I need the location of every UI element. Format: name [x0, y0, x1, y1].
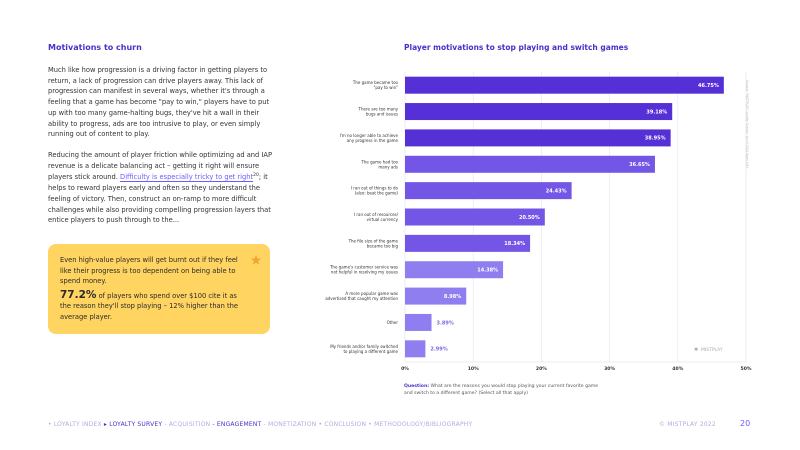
category-label: There are too many bugs and issues: [358, 107, 399, 117]
paragraph-intro: Much like how progression is a driving f…: [48, 66, 270, 139]
footer-nav-engagement[interactable]: - ENGAGEMENT: [212, 421, 262, 428]
footer-nav-monetization[interactable]: - MONETIZATION: [263, 421, 317, 428]
category-label: I ran out of resources/virtual currency: [354, 212, 399, 222]
bar-value-label: 39.18%: [646, 109, 667, 115]
callout-stat: 77.2% of players who spend over $100 cit…: [60, 288, 240, 323]
bar: [405, 340, 426, 358]
category-label: The game became too "pay to win": [352, 80, 399, 90]
bar: [405, 155, 655, 173]
bar: [405, 103, 673, 121]
category-label: I ran out of things to do (also: beat the…: [351, 186, 399, 196]
bar: [405, 287, 467, 305]
category-label: The game's customer service was not helpf…: [329, 265, 398, 275]
footer-nav: • LOYALTY INDEX ▸ LOYALTY SURVEY - ACQUI…: [48, 421, 472, 428]
bar: [405, 129, 671, 147]
source-note: Source: 'MISTPLAY Loyalty Survey' (n=3,5…: [745, 80, 749, 169]
star-icon: [251, 255, 261, 265]
category-label: Other: [387, 320, 399, 325]
question-label: Question:: [404, 384, 430, 389]
bar-value-label: 36.65%: [629, 162, 650, 168]
category-label: A more popular game was advertised that c…: [325, 291, 398, 301]
bar: [405, 261, 504, 279]
difficulty-link[interactable]: Difficulty is especially tricky to get r…: [120, 173, 254, 182]
footnote-ref: 20: [253, 173, 259, 179]
bar: [405, 234, 531, 252]
survey-question: Question: What are the reasons you would…: [404, 384, 604, 397]
page-number: 20: [740, 419, 751, 428]
mistplay-watermark: ✱ MISTPLAY: [694, 347, 723, 353]
bar-value-label: 8.98%: [444, 294, 461, 300]
bar: [405, 208, 545, 226]
bar: [405, 76, 724, 94]
chart-title: Player motivations to stop playing and s…: [404, 43, 629, 52]
footer-nav-loyalty-survey[interactable]: ▸ LOYALTY SURVEY: [103, 421, 163, 428]
bar-value-label: 46.75%: [698, 83, 719, 89]
x-tick-label: 10%: [468, 366, 479, 372]
x-tick-label: 50%: [741, 366, 752, 372]
footer-nav-loyalty-index[interactable]: • LOYALTY INDEX: [48, 421, 102, 428]
section-heading: Motivations to churn: [48, 43, 142, 52]
paragraph-friction-text-1: Reducing the amount of player friction w…: [48, 151, 272, 182]
bar-value-label: 14.38%: [477, 268, 498, 274]
paragraph-friction: Reducing the amount of player friction w…: [48, 150, 276, 226]
callout-box: Even high-value players will get burnt o…: [48, 244, 270, 334]
paragraph-friction-text-2: ; it helps to reward players early and o…: [48, 173, 271, 225]
x-tick-label: 40%: [672, 366, 683, 372]
callout-stat-text: of players who spend over $100 cite it a…: [60, 291, 238, 321]
x-tick-label: 0%: [401, 366, 409, 372]
watermark-logo-glyph: ✱: [694, 347, 699, 353]
bar-value-label: 38.95%: [645, 136, 666, 142]
bar: [405, 313, 432, 331]
copyright: © MISTPLAY 2022: [659, 421, 716, 428]
watermark-text: MISTPLAY: [701, 347, 723, 353]
bar: [405, 182, 572, 200]
bar-value-label: 18.34%: [504, 241, 525, 247]
footer-nav-acquisition[interactable]: - ACQUISITION: [164, 421, 211, 428]
bar-value-label: 24.43%: [546, 188, 567, 194]
category-label: My friends and/or family switched to play…: [330, 344, 398, 354]
bar-value-label: 20.50%: [519, 215, 540, 221]
callout-text: Even high-value players will get burnt o…: [60, 256, 238, 286]
bar-value-label: 2.99%: [430, 347, 447, 353]
category-label: The game had too many ads: [360, 159, 398, 169]
x-tick-label: 30%: [604, 366, 615, 372]
question-text: What are the reasons you would stop play…: [404, 384, 599, 396]
x-tick-label: 20%: [536, 366, 547, 372]
callout-stat-value: 77.2%: [60, 288, 97, 301]
footer-nav-conclusion[interactable]: • CONCLUSION: [318, 421, 367, 428]
footer-nav-methodology[interactable]: • METHODOLOGY/BIBLIOGRAPHY: [368, 421, 473, 428]
category-label: I'm no longer able to achieve any progres…: [340, 133, 399, 143]
bar-value-label: 3.89%: [437, 320, 454, 326]
category-label: The file size of the game became too big: [348, 238, 399, 248]
